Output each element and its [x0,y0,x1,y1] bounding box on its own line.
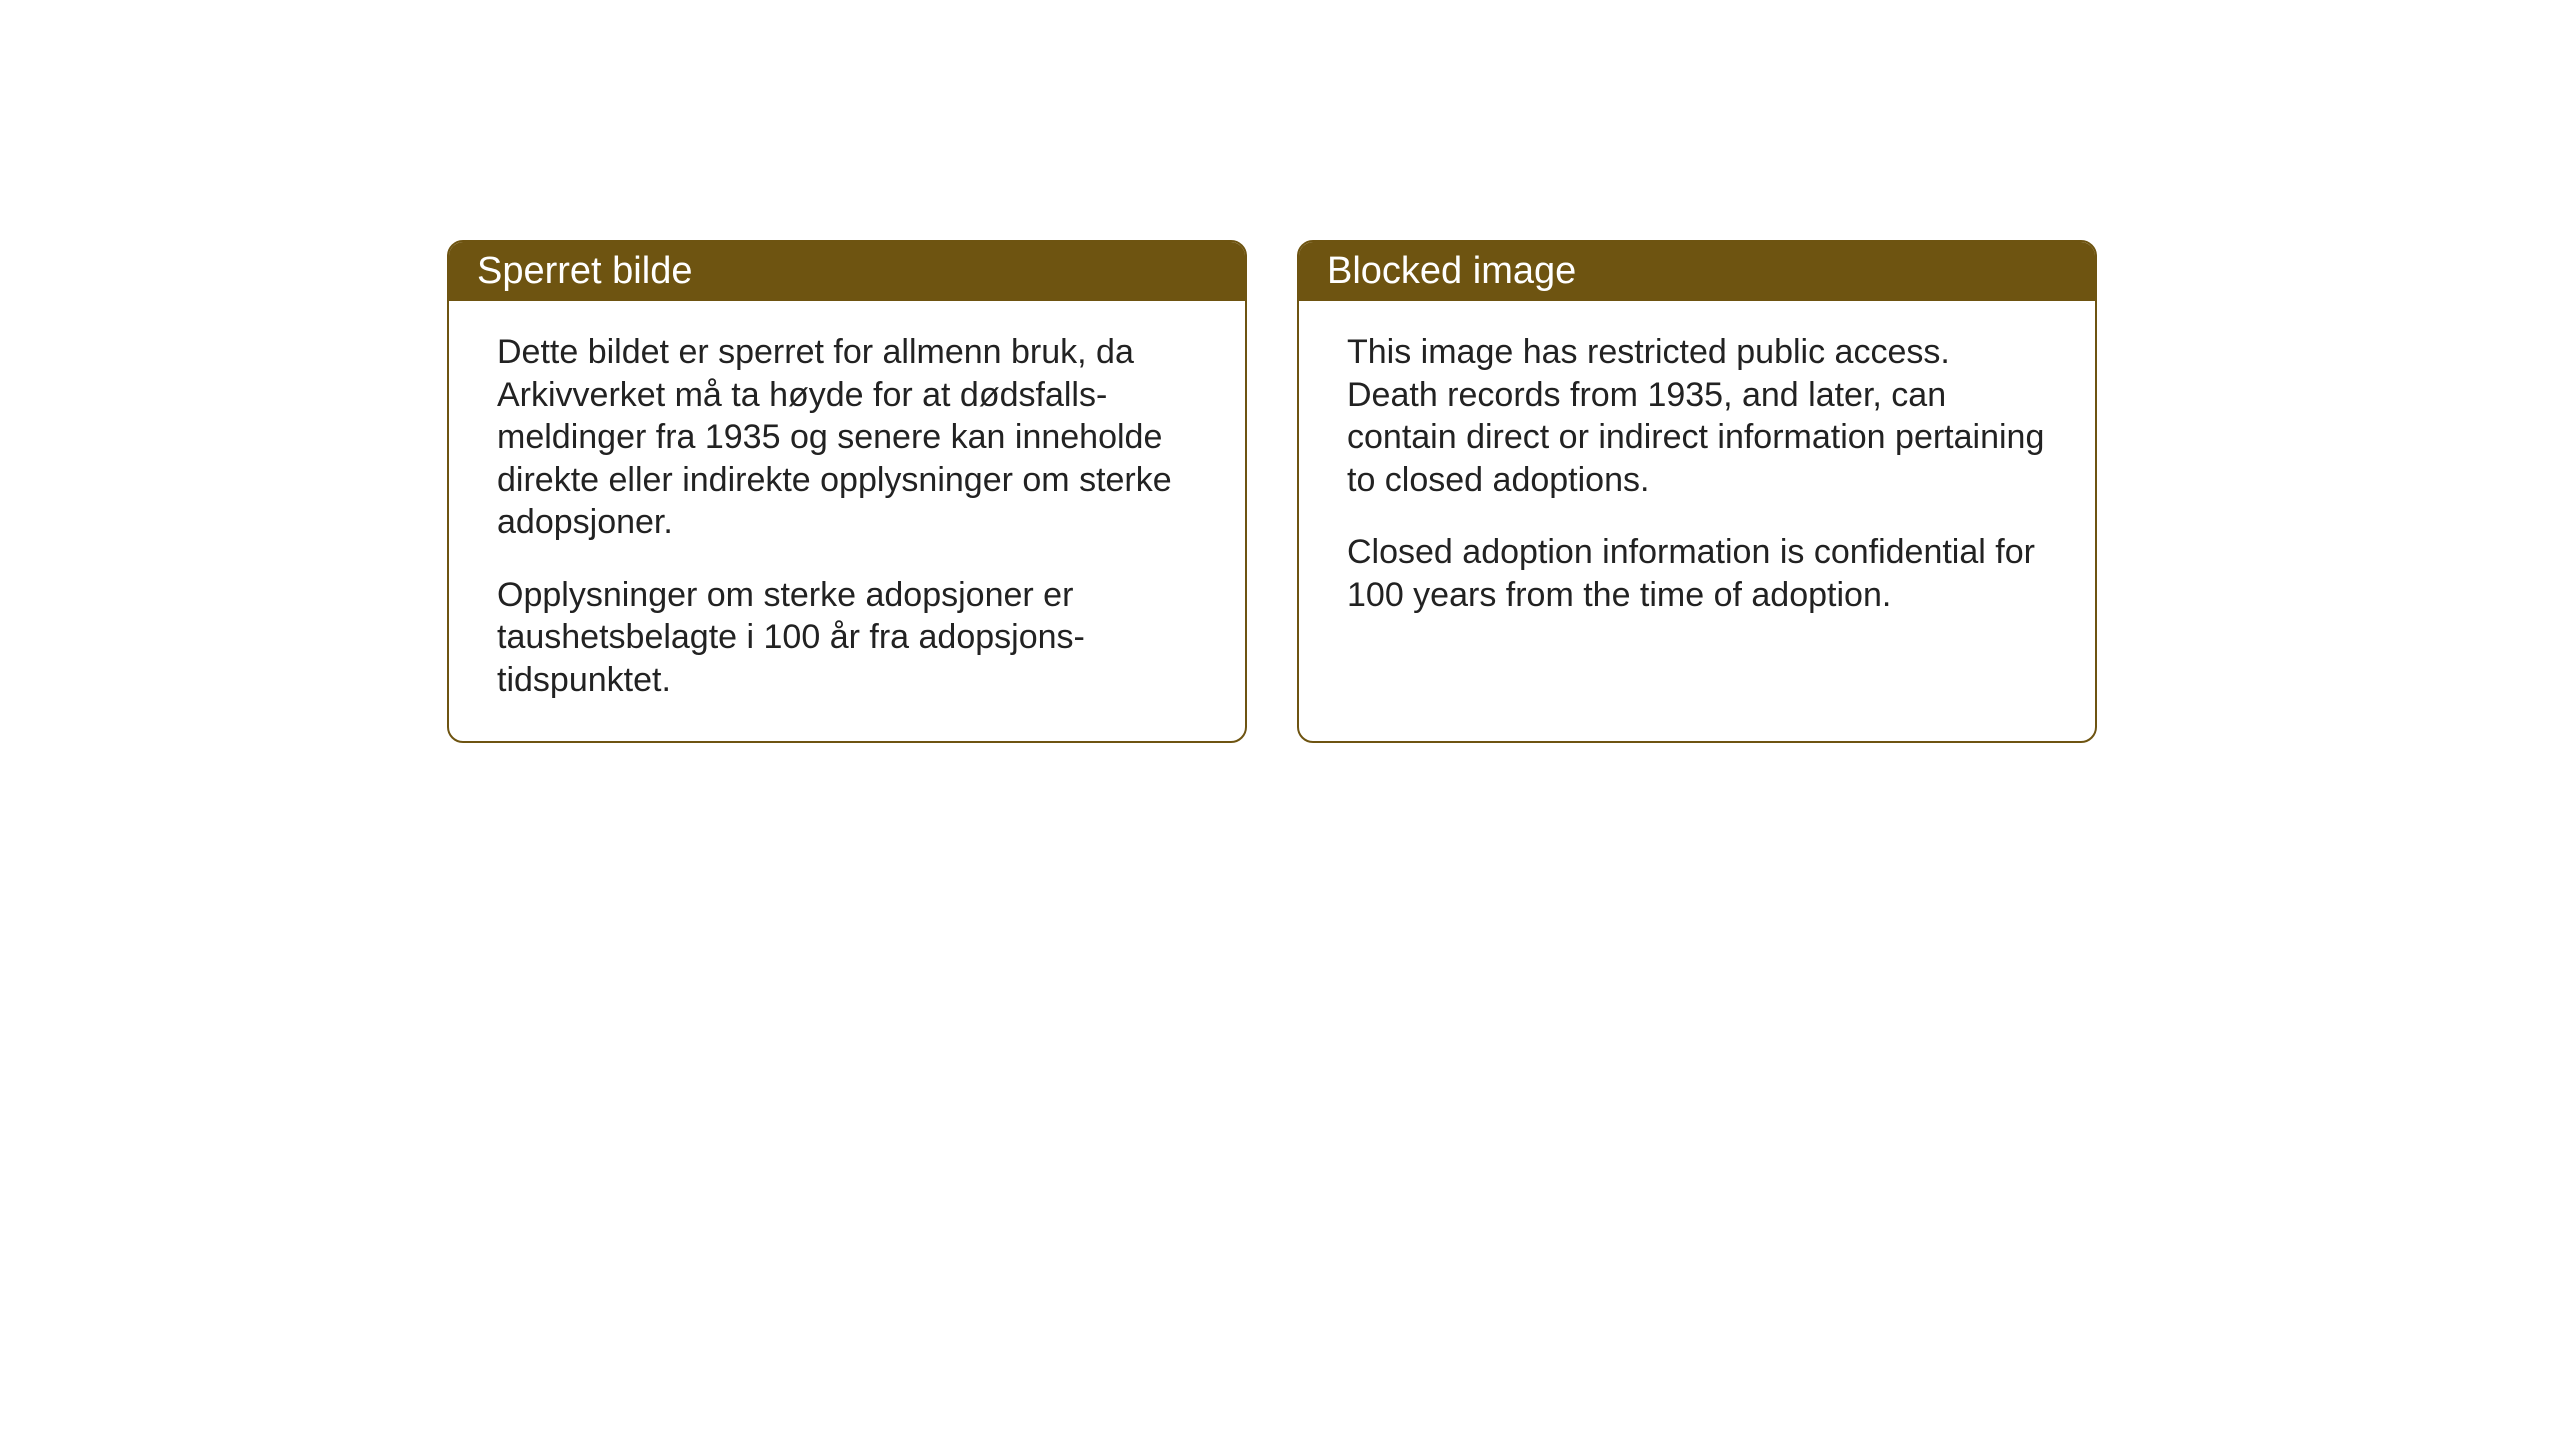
card-header-norwegian: Sperret bilde [449,242,1245,301]
card-title: Blocked image [1327,250,1576,292]
card-body-norwegian: Dette bildet er sperret for allmenn bruk… [449,301,1245,741]
card-paragraph: Closed adoption information is confident… [1347,531,2047,616]
card-paragraph: Opplysninger om sterke adopsjoner er tau… [497,574,1197,702]
cards-container: Sperret bilde Dette bildet er sperret fo… [447,240,2097,743]
card-paragraph: This image has restricted public access.… [1347,331,2047,501]
card-norwegian: Sperret bilde Dette bildet er sperret fo… [447,240,1247,743]
card-body-english: This image has restricted public access.… [1299,301,2095,656]
card-title: Sperret bilde [477,250,692,292]
card-header-english: Blocked image [1299,242,2095,301]
card-paragraph: Dette bildet er sperret for allmenn bruk… [497,331,1197,544]
card-english: Blocked image This image has restricted … [1297,240,2097,743]
